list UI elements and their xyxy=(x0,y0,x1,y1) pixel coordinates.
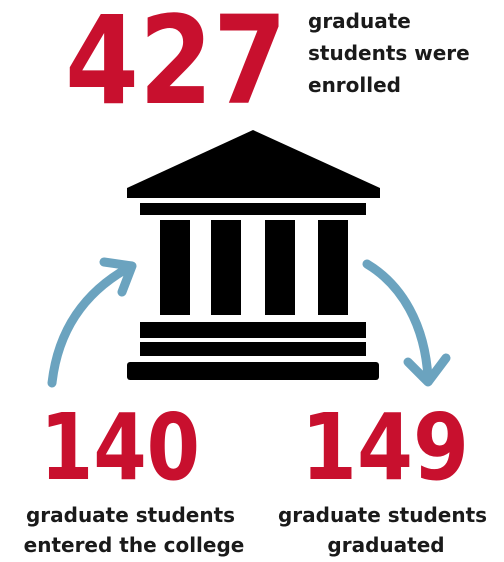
arrows xyxy=(47,257,451,388)
label-line: graduate students xyxy=(26,503,235,527)
label-line: entered the college xyxy=(24,533,245,557)
label-line: enrolled xyxy=(308,73,401,97)
entered-label: graduate students entered the college xyxy=(24,503,245,557)
building-icon xyxy=(127,130,380,380)
enrolled-number: 427 xyxy=(65,0,287,132)
enrolled-label: graduate students were enrolled xyxy=(308,9,477,97)
label-line: graduated xyxy=(327,533,444,557)
entered-number: 140 xyxy=(40,394,200,501)
graduated-number: 149 xyxy=(301,394,469,501)
label-line: graduate xyxy=(308,9,411,33)
label-line: graduate students xyxy=(278,503,487,527)
label-line: students were xyxy=(308,41,470,65)
graduated-label: graduate students graduated xyxy=(278,503,494,557)
